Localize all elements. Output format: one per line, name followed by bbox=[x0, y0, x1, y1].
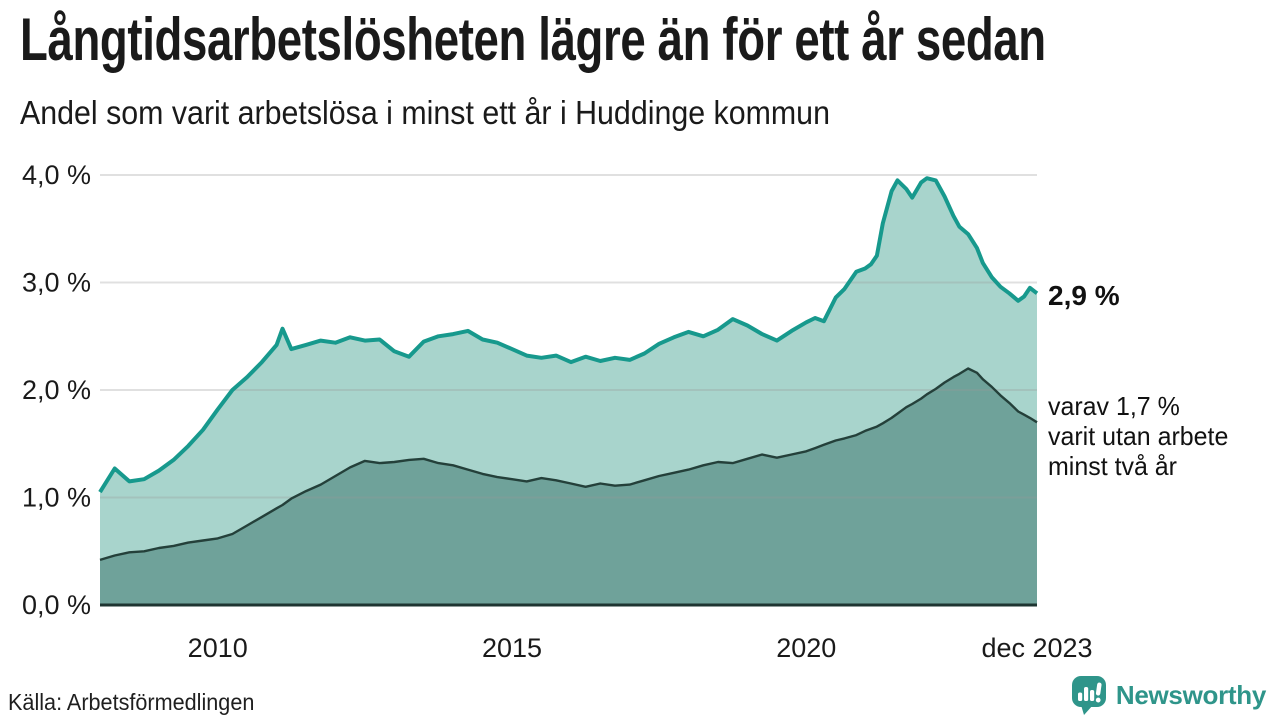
y-tick-label: 4,0 % bbox=[22, 160, 91, 190]
line-unemployed-one-year bbox=[98, 176, 1039, 494]
end-value-label-one-year: 2,9 % bbox=[1048, 280, 1120, 311]
newsworthy-logo: Newsworthy bbox=[1070, 674, 1266, 716]
x-tick-label: 2010 bbox=[188, 633, 248, 663]
area-unemployed-two-years bbox=[100, 368, 1037, 605]
x-tick-label: dec 2023 bbox=[981, 633, 1092, 663]
chart-subtitle: Andel som varit arbetslösa i minst ett å… bbox=[20, 94, 830, 131]
newsworthy-wordmark: Newsworthy bbox=[1115, 679, 1266, 710]
chart-title: Långtidsarbetslösheten lägre än för ett … bbox=[20, 6, 1046, 73]
x-tick-label: 2015 bbox=[482, 633, 542, 663]
x-tick-label: 2020 bbox=[776, 633, 836, 663]
line-unemployed-two-years bbox=[99, 367, 1038, 562]
source-note: Källa: Arbetsförmedlingen bbox=[8, 689, 255, 715]
y-tick-label: 2,0 % bbox=[22, 375, 91, 405]
y-tick-label: 0,0 % bbox=[22, 590, 91, 620]
y-tick-label: 3,0 % bbox=[22, 268, 91, 298]
end-value-label-two-year: varav 1,7 % varit utan arbete minst två … bbox=[1048, 391, 1229, 481]
newsworthy-bubble-chart-icon bbox=[1071, 676, 1106, 715]
y-tick-label: 1,0 % bbox=[22, 483, 91, 513]
